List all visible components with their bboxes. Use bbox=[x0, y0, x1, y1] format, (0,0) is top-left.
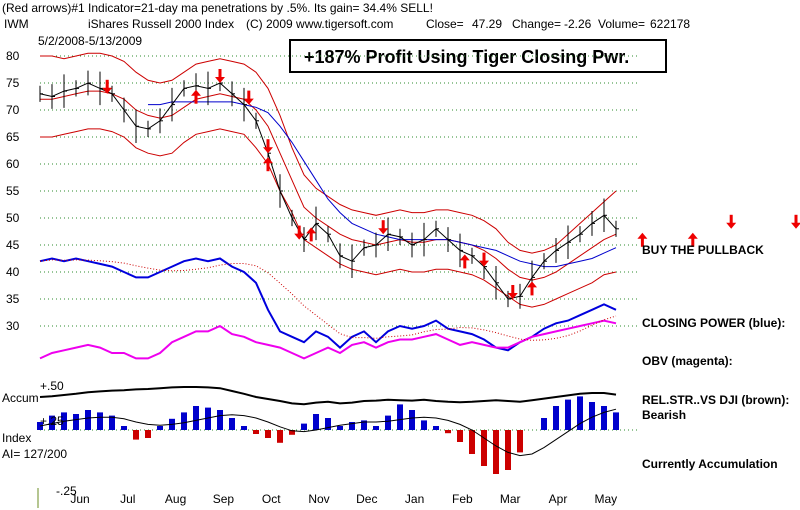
y-tick-65: 65 bbox=[6, 130, 20, 144]
promo-text: +187% Profit Using Tiger Closing Pwr. bbox=[304, 47, 629, 67]
date-range: 5/2/2008-5/13/2009 bbox=[38, 34, 142, 48]
x-tick-nov: Nov bbox=[308, 492, 329, 506]
buy-arrow-head bbox=[687, 232, 698, 239]
y-axis-ticks: 80 75 70 65 60 55 50 45 40 35 30 bbox=[6, 49, 20, 333]
sell-arrow-head bbox=[263, 147, 273, 154]
x-tick-apr: Apr bbox=[549, 492, 568, 506]
accum-title-1: Accum bbox=[2, 391, 39, 405]
buy-arrow-head bbox=[263, 157, 273, 164]
relstr-label: REL.STR..VS DJI (brown): bbox=[642, 393, 789, 407]
y-tick-55: 55 bbox=[6, 184, 20, 198]
series-layer bbox=[37, 52, 619, 474]
sell-arrow-head bbox=[791, 222, 800, 229]
volume-label: Volume= bbox=[598, 17, 645, 31]
y-tick-80: 80 bbox=[6, 49, 20, 63]
sell-arrow-head bbox=[507, 293, 518, 299]
price-close-line bbox=[39, 82, 617, 300]
y-tick-75: 75 bbox=[6, 76, 20, 90]
x-tick-feb: Feb bbox=[452, 492, 473, 506]
copyright-text: (C) 2009 www.tigersoft.com bbox=[246, 17, 393, 31]
sell-arrow-head bbox=[243, 98, 254, 105]
buy-arrow-head bbox=[459, 254, 470, 261]
y-tick-30: 30 bbox=[6, 319, 20, 333]
obv-label: OBV (magenta): bbox=[642, 354, 733, 368]
sell-arrow-head bbox=[378, 228, 389, 235]
close-value: 47.29 bbox=[472, 17, 502, 31]
x-tick-may: May bbox=[594, 492, 617, 506]
x-tick-jan: Jan bbox=[405, 492, 424, 506]
sell-arrow-head bbox=[726, 222, 737, 229]
buy-arrow-head bbox=[306, 227, 317, 234]
change-value: -2.26 bbox=[564, 17, 592, 31]
sell-arrow-head bbox=[479, 260, 489, 267]
x-tick-oct: Oct bbox=[262, 492, 281, 506]
sell-arrow-head bbox=[294, 233, 305, 240]
closing-power-label: CLOSING POWER (blue): bbox=[642, 316, 785, 330]
close-label: Close= bbox=[426, 17, 464, 31]
x-tick-aug: Aug bbox=[165, 492, 186, 506]
rel-strength-line bbox=[39, 386, 617, 406]
x-tick-dec: Dec bbox=[356, 492, 377, 506]
x-tick-jul: Jul bbox=[120, 492, 135, 506]
change-label: Change= bbox=[512, 17, 561, 31]
grid-lines bbox=[40, 55, 640, 431]
sell-arrow-head bbox=[215, 77, 225, 83]
y-tick-40: 40 bbox=[6, 265, 20, 279]
y-tick-60: 60 bbox=[6, 157, 20, 171]
x-tick-jun: Jun bbox=[70, 492, 89, 506]
y-tick-50: 50 bbox=[6, 211, 20, 225]
x-tick-mar: Mar bbox=[500, 492, 521, 506]
accum-title-2: Index bbox=[2, 431, 31, 445]
fund-name: iShares Russell 2000 Index bbox=[88, 17, 234, 31]
buy-pullback-label: BUY THE PULLBACK bbox=[642, 243, 764, 257]
upper-band-line bbox=[40, 52, 617, 254]
buy-arrow-head bbox=[637, 232, 648, 239]
accum-ma-line bbox=[39, 408, 617, 457]
ma50-line bbox=[148, 101, 617, 268]
indicator-title: (Red arrows)#1 Indicator=21-day ma penet… bbox=[2, 1, 433, 15]
sell-arrow-head bbox=[102, 87, 113, 94]
y-tick-35: 35 bbox=[6, 292, 20, 306]
obv-line bbox=[39, 319, 617, 360]
accum-ai-label: AI= 127/200 bbox=[2, 447, 67, 461]
y-tick-45: 45 bbox=[6, 238, 20, 252]
relstr-plus-label: +.50 bbox=[40, 379, 64, 393]
buy-arrow-head bbox=[527, 281, 537, 288]
bearish-label: Bearish bbox=[642, 408, 686, 422]
symbol-label: IWM bbox=[4, 17, 29, 31]
closing-power-ma bbox=[39, 259, 617, 341]
signal-arrows bbox=[102, 69, 800, 299]
ma21-line bbox=[40, 90, 617, 281]
accum-minus-label: -.25 bbox=[56, 484, 77, 498]
x-axis-ticks: Jun Jul Aug Sep Oct Nov Dec Jan Feb Mar Apr May bbox=[70, 492, 617, 506]
x-tick-sep: Sep bbox=[213, 492, 235, 506]
accumulation-status-label: Currently Accumulation bbox=[642, 457, 778, 471]
buy-arrow-head bbox=[191, 89, 201, 96]
accum-plus-label: +.25 bbox=[40, 414, 64, 428]
y-tick-70: 70 bbox=[6, 103, 20, 117]
volume-value: 622178 bbox=[650, 17, 690, 31]
